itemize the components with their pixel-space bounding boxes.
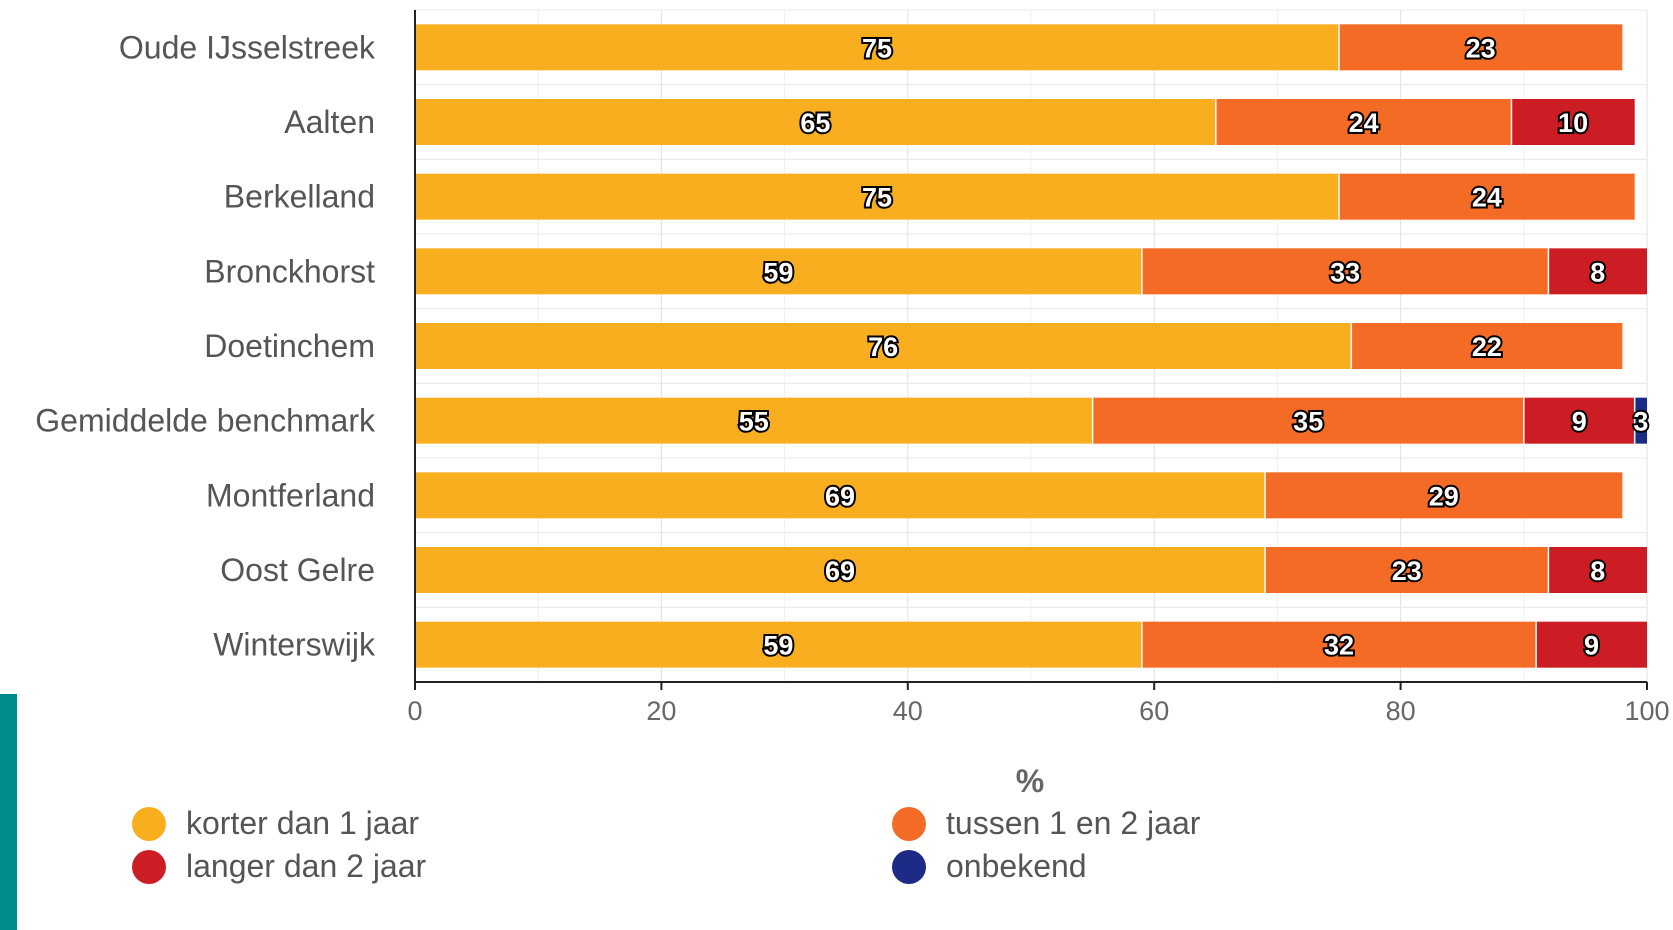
data-label: 76 bbox=[868, 332, 898, 362]
bar-segment[interactable] bbox=[415, 397, 1093, 444]
x-tick-label: 100 bbox=[1624, 696, 1669, 726]
x-tick-label: 80 bbox=[1386, 696, 1416, 726]
data-label: 10 bbox=[1558, 108, 1588, 138]
category-label: Montferland bbox=[206, 477, 375, 513]
legend: korter dan 1 jaar tussen 1 en 2 jaar lan… bbox=[100, 805, 1520, 930]
data-label: 22 bbox=[1472, 332, 1502, 362]
bar-segment[interactable] bbox=[1351, 323, 1623, 369]
legend-item-tussen[interactable]: tussen 1 en 2 jaar bbox=[892, 805, 1200, 842]
legend-item-langer[interactable]: langer dan 2 jaar bbox=[132, 848, 426, 885]
category-label: Doetinchem bbox=[204, 328, 375, 364]
data-label: 69 bbox=[825, 556, 855, 586]
data-label: 9 bbox=[1572, 407, 1587, 437]
bar-segment[interactable] bbox=[1339, 173, 1635, 220]
bars-layer bbox=[415, 24, 1647, 668]
category-label: Bronckhorst bbox=[204, 253, 375, 289]
bar-segment[interactable] bbox=[415, 248, 1142, 295]
category-label: Oost Gelre bbox=[220, 552, 375, 588]
data-label: 59 bbox=[763, 631, 793, 661]
data-label: 8 bbox=[1590, 556, 1605, 586]
bar-segment[interactable] bbox=[1511, 99, 1635, 145]
data-label: 8 bbox=[1590, 257, 1605, 287]
data-label: 23 bbox=[1466, 33, 1496, 63]
x-tick-label: 40 bbox=[893, 696, 923, 726]
legend-dot-icon bbox=[892, 806, 926, 841]
data-label: 32 bbox=[1324, 631, 1354, 661]
bar-segment[interactable] bbox=[415, 472, 1266, 519]
data-label: 24 bbox=[1472, 183, 1502, 213]
data-label: 69 bbox=[825, 481, 855, 511]
x-axis-title: % bbox=[1016, 763, 1044, 799]
category-label: Oude IJsselstreek bbox=[119, 29, 376, 65]
legend-item-korter[interactable]: korter dan 1 jaar bbox=[132, 805, 419, 842]
legend-item-onbekend[interactable]: onbekend bbox=[892, 848, 1087, 885]
category-label: Gemiddelde benchmark bbox=[35, 403, 376, 439]
bar-segment[interactable] bbox=[1215, 99, 1512, 145]
data-label: 24 bbox=[1349, 108, 1379, 138]
bar-segment[interactable] bbox=[1265, 472, 1623, 519]
bar-segment[interactable] bbox=[1548, 248, 1647, 295]
category-label: Berkelland bbox=[224, 179, 375, 215]
bar-segment[interactable] bbox=[1536, 621, 1647, 668]
labels-layer: Oude IJsselstreek 75 23 Aalten 65 24 10 Berkell… bbox=[35, 29, 1650, 663]
data-label: 23 bbox=[1392, 556, 1422, 586]
bar-segment[interactable] bbox=[1339, 24, 1623, 71]
bar-segment[interactable] bbox=[415, 323, 1352, 369]
legend-label: onbekend bbox=[946, 848, 1087, 884]
category-label: Aalten bbox=[284, 104, 375, 140]
legend-label: langer dan 2 jaar bbox=[186, 848, 427, 884]
data-label: 33 bbox=[1330, 257, 1360, 287]
data-label: 55 bbox=[739, 407, 769, 437]
axis-layer: 0 20 40 60 80 100 bbox=[407, 10, 1670, 726]
bar-segment[interactable] bbox=[1141, 621, 1537, 668]
legend-dot-icon bbox=[132, 849, 166, 884]
x-tick-label: 60 bbox=[1139, 696, 1169, 726]
data-label: 35 bbox=[1293, 407, 1323, 437]
stacked-bar-chart: Oude IJsselstreek 75 23 Aalten 65 24 10 Berkell… bbox=[35, 9, 1670, 799]
legend-label: tussen 1 en 2 jaar bbox=[946, 805, 1201, 841]
bar-segment[interactable] bbox=[1548, 547, 1647, 593]
x-tick-label: 20 bbox=[646, 696, 676, 726]
bar-segment[interactable] bbox=[415, 99, 1216, 145]
data-label: 75 bbox=[862, 33, 892, 63]
data-label: 3 bbox=[1633, 407, 1648, 437]
accent-strip bbox=[0, 694, 17, 930]
bar-segment[interactable] bbox=[1265, 547, 1549, 593]
legend-label: korter dan 1 jaar bbox=[186, 805, 420, 841]
bar-segment[interactable] bbox=[415, 173, 1339, 220]
bar-segment[interactable] bbox=[1523, 397, 1635, 444]
bar-segment[interactable] bbox=[415, 621, 1142, 668]
legend-dot-icon bbox=[132, 806, 166, 841]
data-label: 59 bbox=[763, 257, 793, 287]
x-tick-label: 0 bbox=[407, 696, 422, 726]
data-label: 9 bbox=[1584, 631, 1599, 661]
bar-segment[interactable] bbox=[415, 24, 1339, 71]
data-label: 75 bbox=[862, 183, 892, 213]
bar-segment[interactable] bbox=[415, 547, 1266, 593]
legend-dot-icon bbox=[892, 849, 926, 884]
bar-segment[interactable] bbox=[1634, 397, 1647, 444]
data-label: 65 bbox=[800, 108, 830, 138]
bar-segment[interactable] bbox=[1141, 248, 1549, 295]
category-label: Winterswijk bbox=[213, 627, 376, 663]
bar-segment[interactable] bbox=[1092, 397, 1524, 444]
data-label: 29 bbox=[1429, 481, 1459, 511]
